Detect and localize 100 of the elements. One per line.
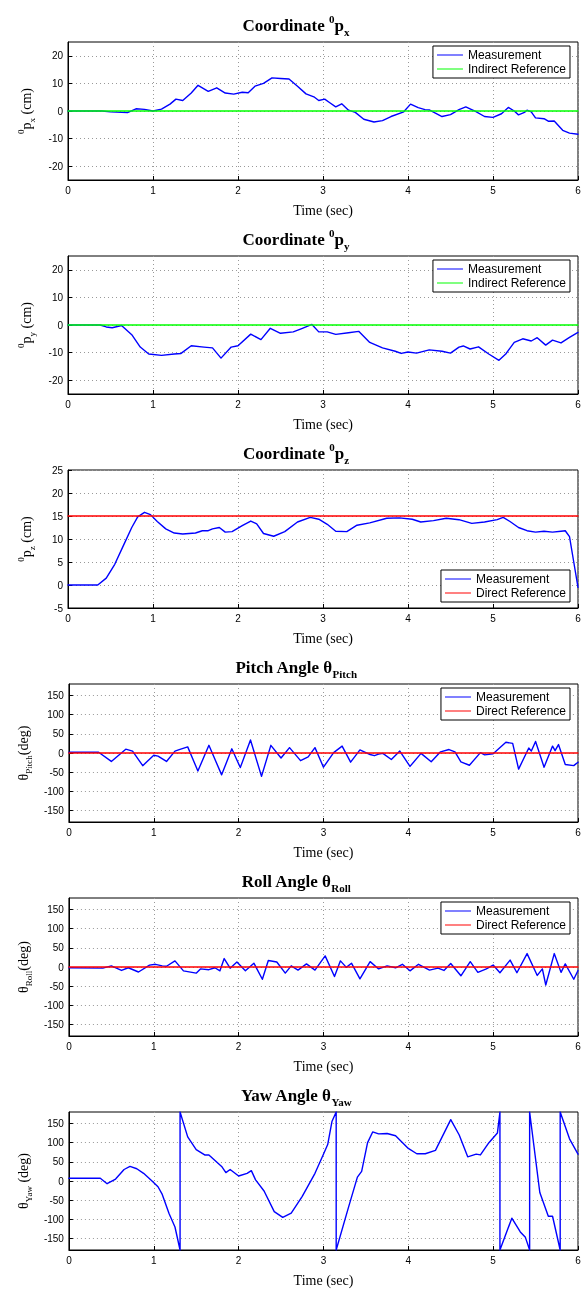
x-tick-label: 4 bbox=[405, 398, 412, 410]
y-axis-title: θPitch(deg) bbox=[15, 725, 34, 781]
x-tick-label: 2 bbox=[235, 1040, 242, 1052]
line-series bbox=[68, 1111, 579, 1251]
y-tick-label: 100 bbox=[47, 1137, 65, 1149]
y-tick-label: 150 bbox=[47, 690, 65, 701]
x-axis-title: Time (sec) bbox=[293, 202, 354, 219]
y-tick-label: -100 bbox=[43, 785, 65, 797]
x-tick-label: 1 bbox=[150, 398, 157, 410]
legend-label: Indirect Reference bbox=[467, 276, 567, 290]
y-axis-title: 0px (cm) bbox=[15, 87, 37, 134]
line-series bbox=[67, 511, 579, 588]
x-tick-label: 5 bbox=[490, 1040, 497, 1052]
y-tick-label: 50 bbox=[52, 728, 65, 740]
y-tick-label: 5 bbox=[57, 556, 64, 568]
x-tick-label: 6 bbox=[575, 1040, 582, 1052]
x-tick-label: 3 bbox=[320, 398, 327, 410]
x-tick-label: 1 bbox=[150, 184, 157, 196]
y-tick-label: -150 bbox=[43, 1019, 65, 1030]
x-tick-label: 1 bbox=[150, 1040, 157, 1052]
y-axis-title: θRoll(deg) bbox=[15, 940, 34, 993]
x-tick-label: 0 bbox=[66, 826, 73, 838]
x-tick-label: 5 bbox=[490, 612, 497, 624]
legend-label: Measurement bbox=[475, 690, 550, 704]
x-axis-title: Time (sec) bbox=[293, 1272, 354, 1289]
y-tick-label: -10 bbox=[48, 133, 64, 145]
x-axis-title: Time (sec) bbox=[293, 1058, 354, 1075]
y-tick-label: -100 bbox=[43, 1213, 65, 1225]
y-tick-label: -5 bbox=[54, 602, 64, 614]
x-axis-title: Time (sec) bbox=[293, 844, 354, 861]
y-tick-label: 20 bbox=[51, 50, 64, 62]
x-tick-label: 0 bbox=[66, 1254, 73, 1266]
y-tick-label: 20 bbox=[51, 264, 64, 276]
y-axis-title: 0py (cm) bbox=[15, 301, 37, 348]
y-tick-label: 50 bbox=[52, 1156, 65, 1168]
y-axis-title: 0pz (cm) bbox=[15, 515, 37, 562]
x-tick-label: 5 bbox=[490, 826, 497, 838]
y-tick-label: -100 bbox=[43, 999, 65, 1011]
x-tick-label: 5 bbox=[490, 184, 497, 196]
x-tick-label: 2 bbox=[235, 1254, 242, 1266]
x-tick-label: 1 bbox=[150, 1254, 157, 1266]
x-tick-label: 2 bbox=[235, 826, 242, 838]
x-tick-label: 3 bbox=[320, 184, 327, 196]
y-tick-label: -50 bbox=[49, 766, 65, 778]
y-tick-label: 100 bbox=[47, 709, 65, 721]
x-tick-label: 3 bbox=[320, 826, 327, 838]
x-tick-label: 4 bbox=[405, 1254, 412, 1266]
legend-label: Direct Reference bbox=[475, 704, 567, 718]
x-tick-label: 4 bbox=[405, 1040, 412, 1052]
y-tick-label: 0 bbox=[58, 747, 65, 759]
x-tick-label: 4 bbox=[405, 612, 412, 624]
x-axis-title: Time (sec) bbox=[293, 416, 354, 433]
y-tick-label: 25 bbox=[51, 464, 64, 476]
x-tick-label: 5 bbox=[490, 1254, 497, 1266]
y-tick-label: 0 bbox=[57, 579, 64, 591]
y-tick-label: 10 bbox=[51, 533, 64, 545]
y-tick-label: -150 bbox=[43, 1233, 65, 1244]
y-tick-label: -10 bbox=[48, 347, 64, 359]
y-tick-label: 0 bbox=[58, 961, 65, 973]
y-tick-label: 20 bbox=[51, 487, 64, 499]
y-tick-label: -50 bbox=[49, 1194, 65, 1206]
legend-label: Measurement bbox=[467, 262, 542, 276]
x-tick-label: 3 bbox=[320, 1040, 327, 1052]
y-tick-label: 10 bbox=[51, 291, 64, 303]
x-tick-label: 6 bbox=[575, 184, 582, 196]
y-tick-label: 100 bbox=[47, 923, 65, 935]
legend-label: Measurement bbox=[467, 48, 542, 62]
x-tick-label: 4 bbox=[405, 184, 412, 196]
x-tick-label: 3 bbox=[320, 1254, 327, 1266]
x-tick-label: 2 bbox=[235, 612, 242, 624]
legend-label: Measurement bbox=[475, 572, 550, 586]
y-tick-label: 15 bbox=[51, 510, 64, 522]
x-tick-label: 5 bbox=[490, 398, 497, 410]
x-tick-label: 6 bbox=[575, 1254, 582, 1266]
legend-label: Direct Reference bbox=[475, 586, 567, 600]
x-tick-label: 3 bbox=[320, 612, 327, 624]
y-tick-label: 10 bbox=[51, 77, 64, 89]
x-tick-label: 1 bbox=[150, 826, 157, 838]
y-tick-label: 150 bbox=[47, 904, 65, 915]
x-tick-label: 6 bbox=[575, 398, 582, 410]
legend-label: Direct Reference bbox=[475, 918, 567, 932]
y-tick-label: -20 bbox=[48, 374, 64, 386]
y-tick-label: 150 bbox=[47, 1118, 65, 1129]
y-axis-title: θYaw (deg) bbox=[15, 1152, 34, 1209]
y-tick-label: -20 bbox=[48, 160, 64, 172]
x-tick-label: 1 bbox=[150, 612, 157, 624]
y-tick-label: -50 bbox=[49, 980, 65, 992]
x-tick-label: 6 bbox=[575, 612, 582, 624]
x-axis-title: Time (sec) bbox=[293, 630, 354, 647]
y-tick-label: 0 bbox=[58, 1175, 65, 1187]
legend-label: Indirect Reference bbox=[467, 62, 567, 76]
x-tick-label: 2 bbox=[235, 398, 242, 410]
y-tick-label: 0 bbox=[57, 105, 64, 117]
x-tick-label: 4 bbox=[405, 826, 412, 838]
x-tick-label: 6 bbox=[575, 826, 582, 838]
x-tick-label: 2 bbox=[235, 184, 242, 196]
x-tick-label: 0 bbox=[66, 1040, 73, 1052]
y-tick-label: -150 bbox=[43, 805, 65, 816]
legend-label: Measurement bbox=[475, 904, 550, 918]
y-tick-label: 0 bbox=[57, 319, 64, 331]
